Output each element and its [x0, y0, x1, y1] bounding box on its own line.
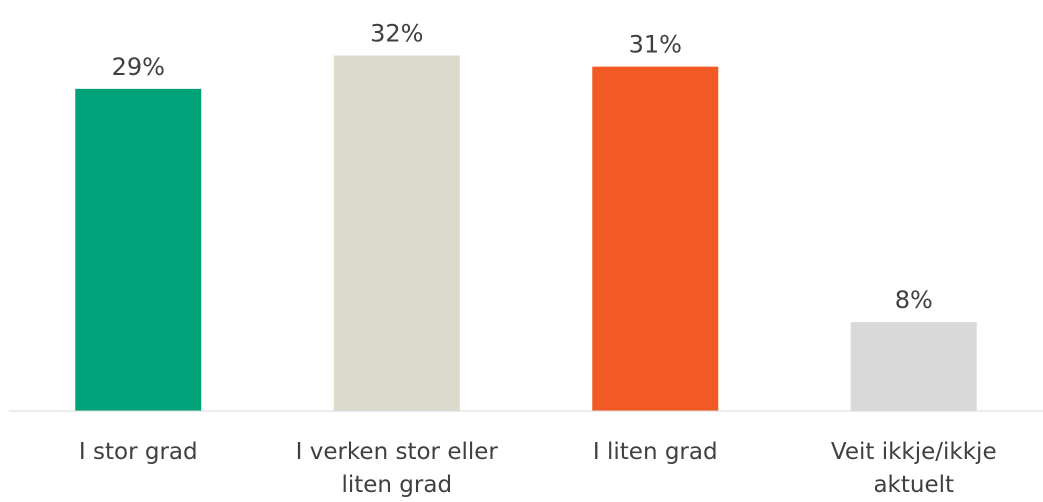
- bar: [592, 66, 719, 411]
- category-label: I verken stor eller liten grad: [295, 439, 498, 498]
- category-label: Veit ikkje/ikkje aktuelt: [830, 439, 997, 498]
- category-label: I stor grad: [78, 439, 198, 465]
- value-label: 32%: [370, 20, 423, 48]
- value-label: 31%: [629, 31, 682, 59]
- value-label: 29%: [112, 53, 165, 81]
- value-label: 8%: [895, 286, 933, 314]
- bar: [75, 88, 202, 411]
- bar: [850, 322, 977, 411]
- bar: [333, 55, 460, 412]
- category-label: I liten grad: [592, 439, 718, 465]
